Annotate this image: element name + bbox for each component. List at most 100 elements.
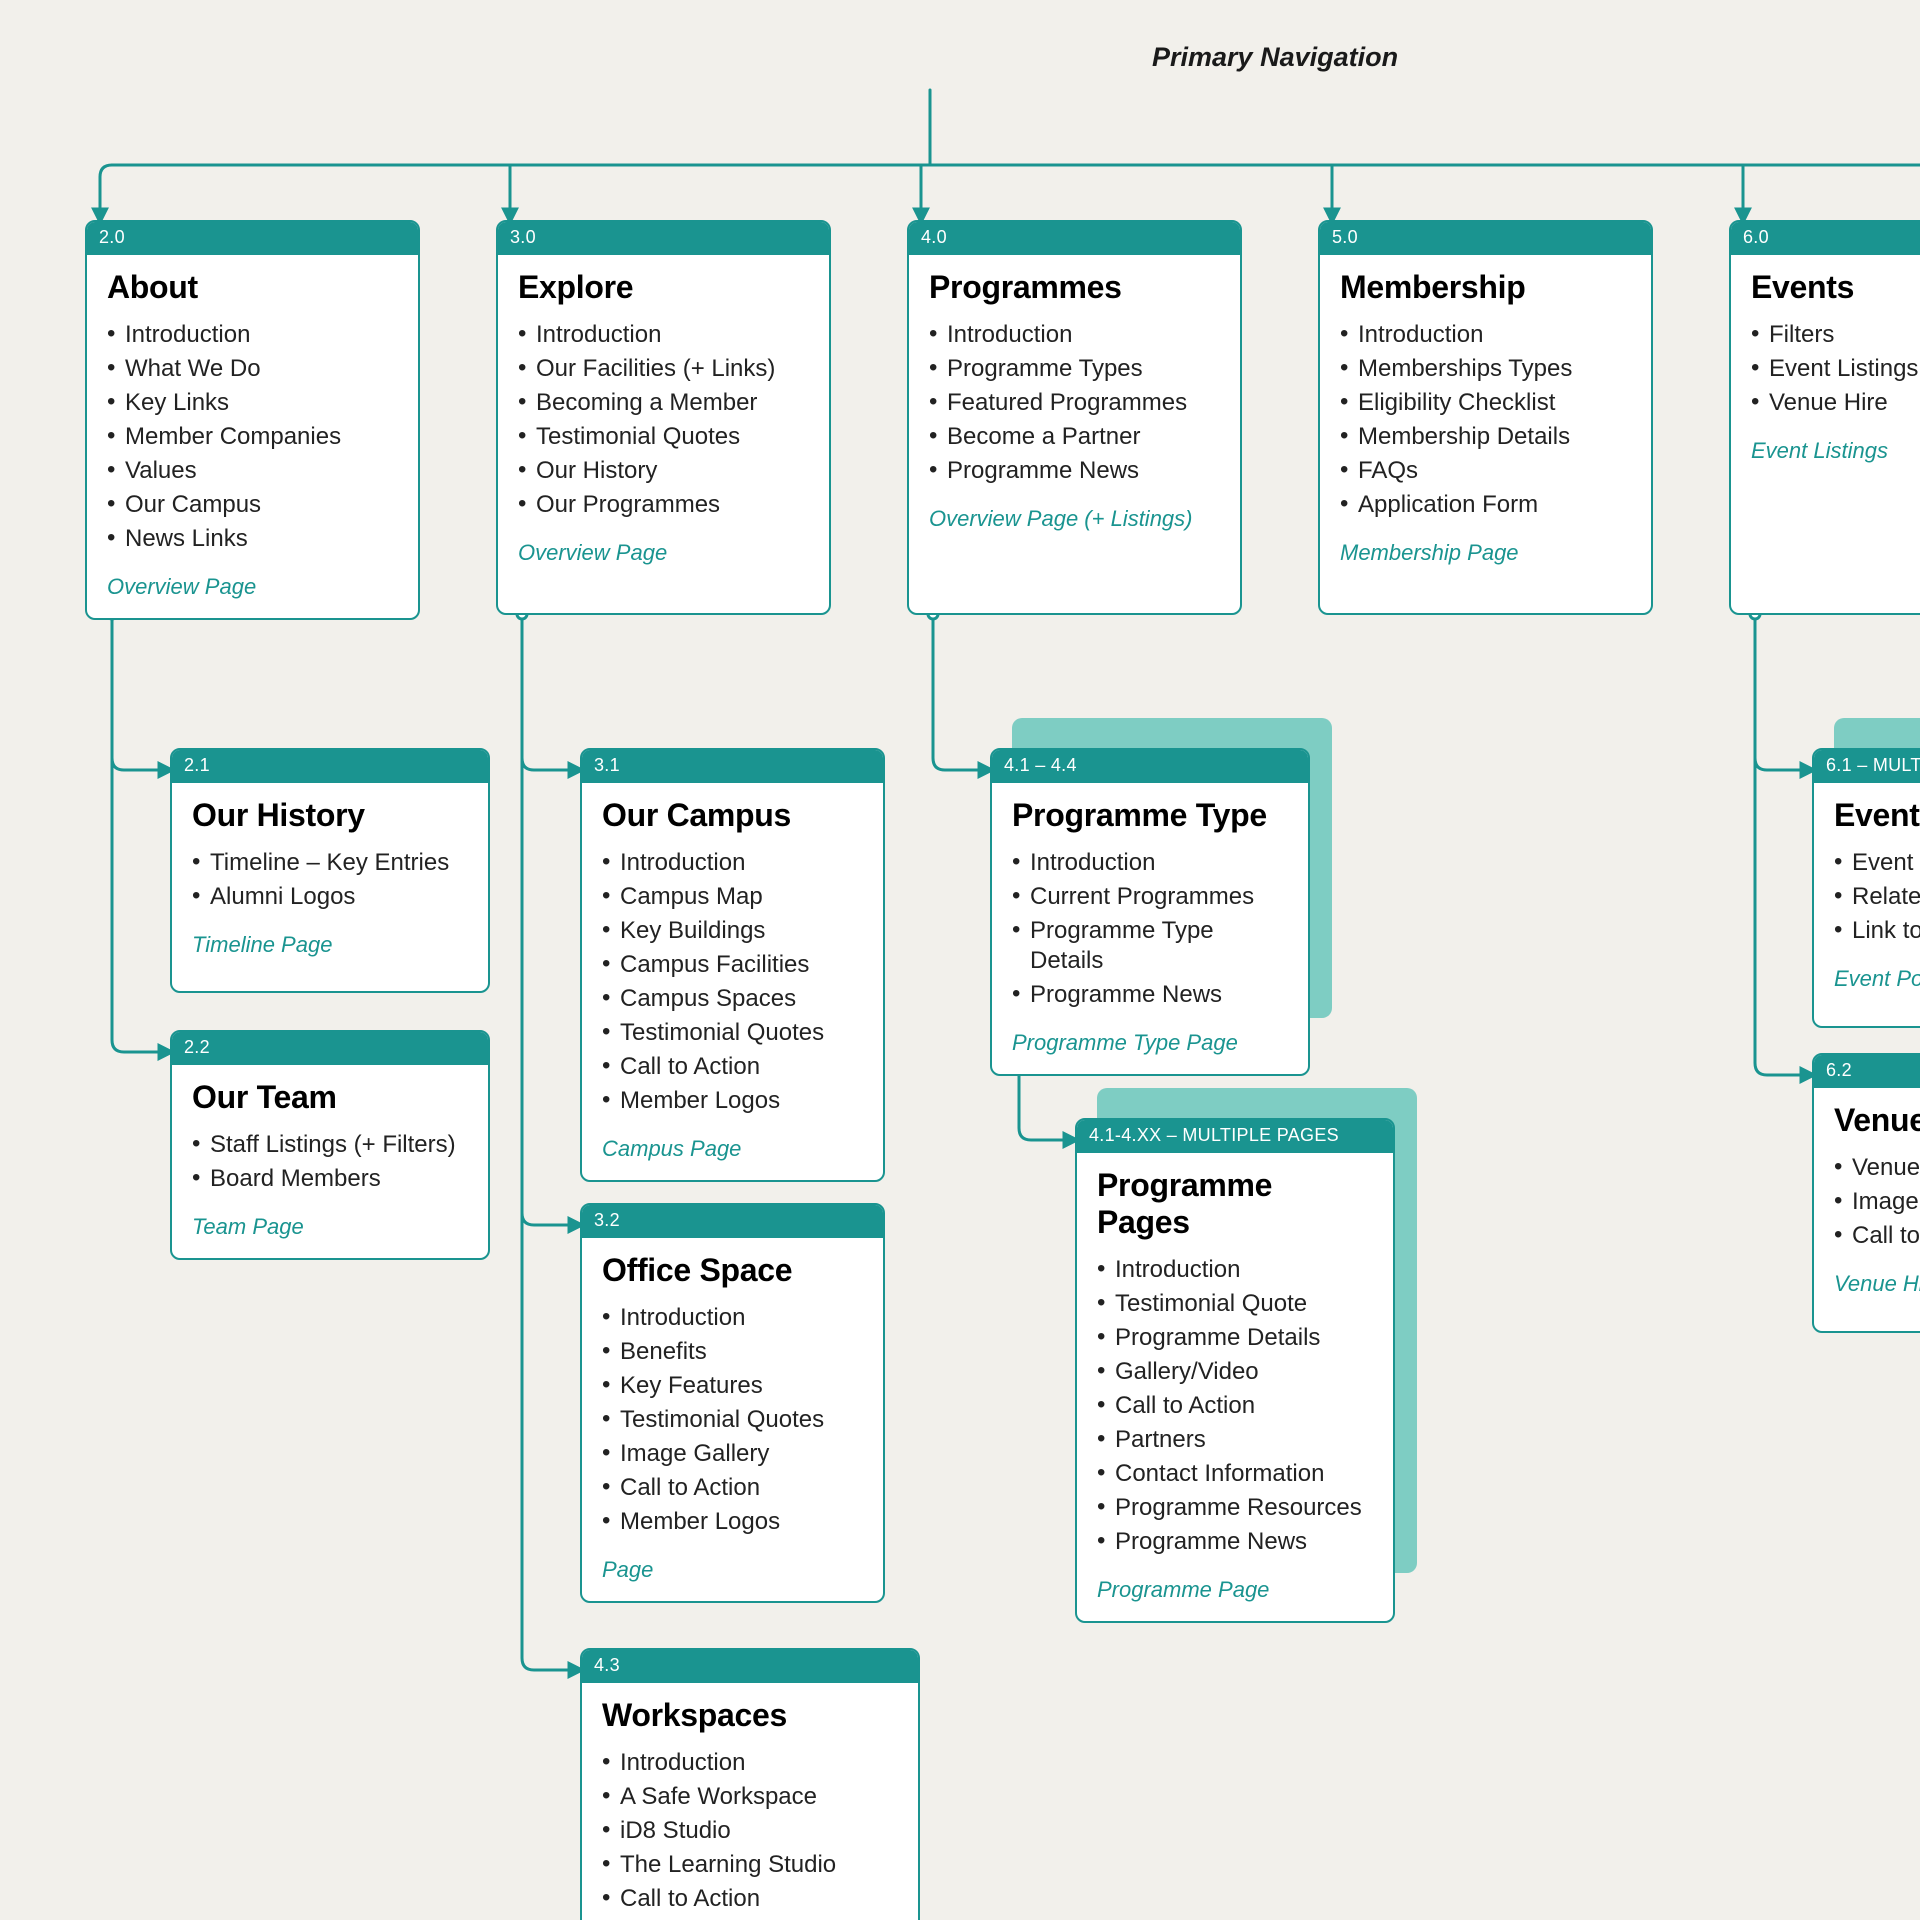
card-number: 2.1: [172, 750, 488, 783]
card-item: Programme Details: [1097, 1321, 1373, 1355]
card-footer: Programme Page: [1077, 1569, 1393, 1621]
card-item: Call to Action: [602, 1882, 898, 1916]
card-item: News Links: [107, 522, 398, 556]
card-item: A Safe Workspace: [602, 1780, 898, 1814]
card-item: Our Campus: [107, 488, 398, 522]
card-item: Staff Listings (+ Filters): [192, 1128, 468, 1162]
primary-navigation-label: Primary Navigation: [1152, 42, 1398, 73]
card-item: Related: [1834, 880, 1920, 914]
card-title: Events: [1731, 255, 1920, 314]
sitemap-card-events: 6.0EventsFiltersEvent ListingsVenue Hire…: [1729, 220, 1920, 615]
card-item-list: Venue DImage GaCall to A: [1814, 1147, 1920, 1263]
card-item: Introduction: [1340, 318, 1631, 352]
card-item: Member Logos: [602, 1505, 863, 1539]
card-item: Application Form: [1340, 488, 1631, 522]
card-item: Values: [107, 454, 398, 488]
card-item: Event De: [1834, 846, 1920, 880]
card-item: Featured Programmes: [929, 386, 1220, 420]
card-item: Partners: [1097, 1423, 1373, 1457]
card-item: Introduction: [518, 318, 809, 352]
card-item: Campus Facilities: [602, 948, 863, 982]
card-item: Programme News: [1097, 1525, 1373, 1559]
card-title: Our History: [172, 783, 488, 842]
sitemap-card-office-space: 3.2Office SpaceIntroductionBenefitsKey F…: [580, 1203, 885, 1603]
card-item: Timeline – Key Entries: [192, 846, 468, 880]
card-item: Introduction: [1097, 1253, 1373, 1287]
card-item: iD8 Studio: [602, 1814, 898, 1848]
card-item: Venue D: [1834, 1151, 1920, 1185]
card-item: Testimonial Quotes: [602, 1403, 863, 1437]
card-item-list: Staff Listings (+ Filters)Board Members: [172, 1124, 488, 1206]
card-item: Memberships Types: [1340, 352, 1631, 386]
card-footer: Timeline Page: [172, 924, 488, 976]
card-item: Programme News: [1012, 978, 1288, 1012]
card-item: Introduction: [107, 318, 398, 352]
card-item: Introduction: [929, 318, 1220, 352]
sitemap-card-explore: 3.0ExploreIntroductionOur Facilities (+ …: [496, 220, 831, 615]
card-item: Campus Spaces: [602, 982, 863, 1016]
card-item: Testimonial Quotes: [518, 420, 809, 454]
card-item-list: IntroductionProgramme TypesFeatured Prog…: [909, 314, 1240, 498]
sitemap-card-membership: 5.0MembershipIntroductionMemberships Typ…: [1318, 220, 1653, 615]
card-title: Event: [1814, 783, 1920, 842]
card-item: Campus Map: [602, 880, 863, 914]
card-item: Become a Partner: [929, 420, 1220, 454]
card-item: Introduction: [602, 1746, 898, 1780]
card-item: Membership Details: [1340, 420, 1631, 454]
card-title: Explore: [498, 255, 829, 314]
card-item: Alumni & Member Logos: [602, 1916, 898, 1920]
sitemap-card-programmes: 4.0ProgrammesIntroductionProgramme Types…: [907, 220, 1242, 615]
card-title: Programmes: [909, 255, 1240, 314]
card-item: Our Facilities (+ Links): [518, 352, 809, 386]
card-item: Programme Type Details: [1012, 914, 1288, 978]
card-item: Programme Types: [929, 352, 1220, 386]
card-number: 6.1 – MULTIPLE: [1814, 750, 1920, 783]
sitemap-canvas: { "diagram": { "type": "sitemap-tree", "…: [0, 0, 1920, 1920]
card-item-list: IntroductionMemberships TypesEligibility…: [1320, 314, 1651, 532]
card-footer: Event Listings: [1731, 430, 1920, 482]
sitemap-card-event: 6.1 – MULTIPLEEventEvent DeRelatedLink t…: [1812, 748, 1920, 1028]
card-item: Our History: [518, 454, 809, 488]
card-item: Event Listings: [1751, 352, 1920, 386]
sitemap-card-venue-hire: 6.2Venue HVenue DImage GaCall to AVenue …: [1812, 1053, 1920, 1333]
card-item-list: IntroductionCampus MapKey BuildingsCampu…: [582, 842, 883, 1128]
card-item: Image Ga: [1834, 1185, 1920, 1219]
card-title: Our Campus: [582, 783, 883, 842]
card-item-list: IntroductionOur Facilities (+ Links)Beco…: [498, 314, 829, 532]
card-item: Key Buildings: [602, 914, 863, 948]
card-item-list: Event DeRelatedLink to A: [1814, 842, 1920, 958]
card-number: 3.1: [582, 750, 883, 783]
card-item-list: IntroductionWhat We DoKey LinksMember Co…: [87, 314, 418, 566]
card-footer: Overview Page: [87, 566, 418, 618]
card-footer: Page: [582, 1549, 883, 1601]
card-item: Image Gallery: [602, 1437, 863, 1471]
sitemap-card-our-history: 2.1Our HistoryTimeline – Key EntriesAlum…: [170, 748, 490, 993]
sitemap-card-workspaces: 4.3WorkspacesIntroductionA Safe Workspac…: [580, 1648, 920, 1920]
card-item: Programme News: [929, 454, 1220, 488]
card-item: Testimonial Quotes: [602, 1016, 863, 1050]
card-item: Contact Information: [1097, 1457, 1373, 1491]
card-item: Introduction: [602, 1301, 863, 1335]
card-number: 6.2: [1814, 1055, 1920, 1088]
card-item: Call to Action: [1097, 1389, 1373, 1423]
card-item: Introduction: [1012, 846, 1288, 880]
card-item-list: IntroductionCurrent ProgrammesProgramme …: [992, 842, 1308, 1022]
card-footer: Overview Page: [498, 532, 829, 584]
sitemap-card-our-team: 2.2Our TeamStaff Listings (+ Filters)Boa…: [170, 1030, 490, 1260]
card-item-list: FiltersEvent ListingsVenue Hire: [1731, 314, 1920, 430]
card-title: Programme Pages: [1077, 1153, 1393, 1249]
card-item: Becoming a Member: [518, 386, 809, 420]
card-title: Workspaces: [582, 1683, 918, 1742]
card-item-list: Timeline – Key EntriesAlumni Logos: [172, 842, 488, 924]
sitemap-card-programme-type: 4.1 – 4.4Programme TypeIntroductionCurre…: [990, 748, 1310, 1076]
card-item-list: IntroductionA Safe WorkspaceiD8 StudioTh…: [582, 1742, 918, 1920]
card-number: 2.2: [172, 1032, 488, 1065]
card-footer: Team Page: [172, 1206, 488, 1258]
card-number: 4.1 – 4.4: [992, 750, 1308, 783]
card-footer: Campus Page: [582, 1128, 883, 1180]
card-item: Testimonial Quote: [1097, 1287, 1373, 1321]
card-item: FAQs: [1340, 454, 1631, 488]
card-item: Venue Hire: [1751, 386, 1920, 420]
card-item: Link to A: [1834, 914, 1920, 948]
card-title: Membership: [1320, 255, 1651, 314]
